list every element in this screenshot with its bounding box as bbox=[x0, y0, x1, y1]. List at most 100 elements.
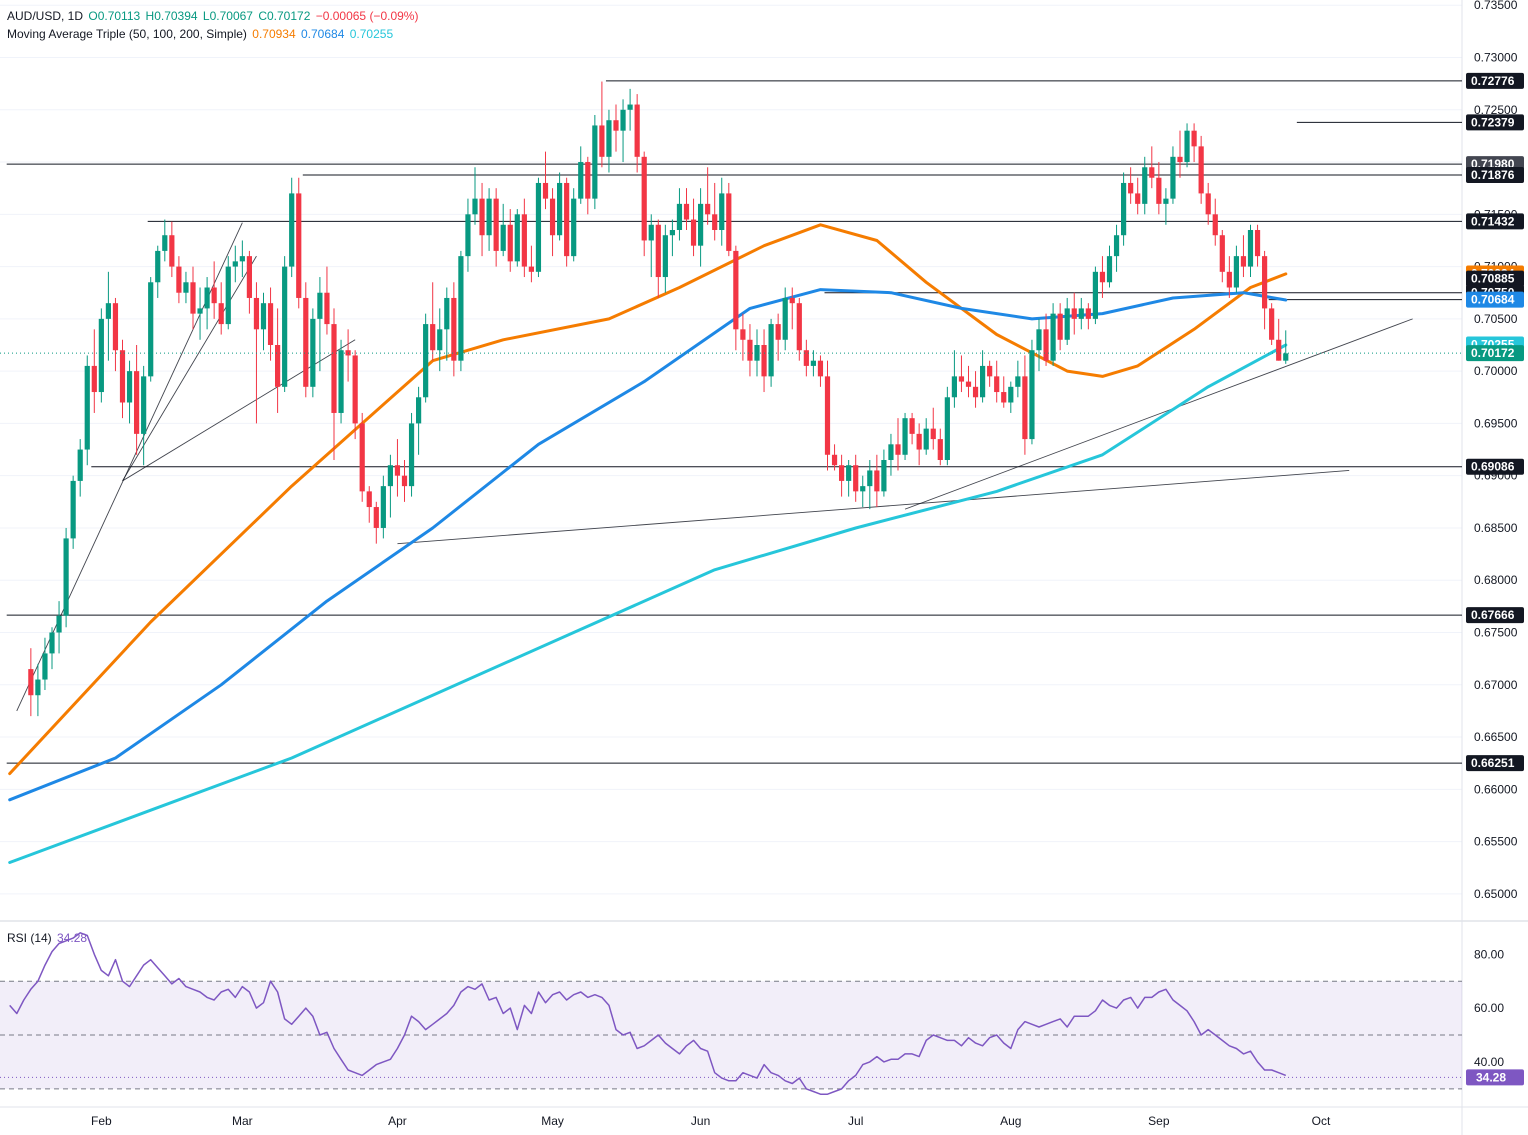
price-tick-label: 0.68000 bbox=[1474, 573, 1518, 587]
candle-body bbox=[430, 324, 436, 351]
candle-body bbox=[218, 303, 224, 325]
candle bbox=[987, 360, 993, 387]
candle bbox=[881, 449, 887, 497]
candle bbox=[690, 198, 697, 257]
candle bbox=[1149, 146, 1155, 189]
candle-body bbox=[662, 235, 668, 278]
candle-body bbox=[444, 297, 450, 330]
price-badge bbox=[1466, 72, 1524, 89]
candle bbox=[70, 475, 76, 549]
candle-body bbox=[817, 360, 824, 377]
candle-body bbox=[451, 297, 457, 361]
candle-body bbox=[1022, 376, 1028, 440]
candle-body bbox=[324, 292, 330, 325]
candle-body bbox=[366, 491, 372, 508]
high-value: H0.70394 bbox=[145, 9, 198, 23]
candle bbox=[740, 313, 746, 361]
time-tick-label: Aug bbox=[1000, 1114, 1021, 1128]
candle bbox=[1262, 250, 1268, 330]
candle-body bbox=[902, 418, 908, 455]
candle-body bbox=[105, 303, 111, 319]
candle-body bbox=[225, 266, 231, 325]
candle-body bbox=[1191, 130, 1197, 147]
candle-body bbox=[958, 376, 965, 382]
candle bbox=[817, 355, 824, 387]
candle-body bbox=[810, 360, 816, 366]
candle-body bbox=[1240, 256, 1247, 267]
candle bbox=[1022, 355, 1028, 455]
candle bbox=[1191, 123, 1197, 163]
candle bbox=[1233, 245, 1239, 293]
candle-body bbox=[585, 162, 591, 199]
candle bbox=[246, 250, 252, 314]
price-badge bbox=[1466, 291, 1524, 308]
candle-body bbox=[359, 423, 365, 492]
candle bbox=[528, 245, 534, 283]
symbol-name[interactable]: AUD/USD, 1D bbox=[7, 9, 84, 23]
candle-body bbox=[260, 303, 267, 330]
candle-body bbox=[549, 198, 556, 236]
candle-body bbox=[789, 297, 795, 304]
candle-body bbox=[564, 182, 570, 257]
candle bbox=[225, 256, 231, 330]
candle-body bbox=[853, 465, 859, 492]
price-badge-label: 0.66251 bbox=[1471, 756, 1515, 770]
time-tick-label: Apr bbox=[388, 1114, 407, 1128]
candle-body bbox=[1163, 198, 1169, 204]
candle bbox=[585, 156, 591, 215]
candle bbox=[1092, 266, 1098, 325]
candle-body bbox=[373, 507, 379, 528]
candle-body bbox=[423, 324, 429, 398]
candle bbox=[190, 266, 196, 330]
symbol-header: AUD/USD, 1D O0.70113 H0.70394 L0.70067 C… bbox=[7, 9, 420, 23]
candle-body bbox=[296, 193, 302, 298]
candle bbox=[972, 371, 979, 408]
candle bbox=[275, 308, 281, 413]
candle bbox=[1177, 130, 1183, 178]
candle-body bbox=[980, 365, 986, 398]
candle-body bbox=[909, 418, 915, 434]
candle bbox=[345, 329, 351, 382]
candle-body bbox=[1085, 308, 1091, 319]
candle bbox=[557, 172, 563, 241]
ma-title[interactable]: Moving Average Triple (50, 100, 200, Sim… bbox=[7, 27, 247, 41]
candle bbox=[542, 151, 549, 210]
price-tick-label: 0.73500 bbox=[1474, 0, 1518, 12]
candle-body bbox=[380, 486, 386, 528]
price-badge-label: 0.69086 bbox=[1471, 460, 1515, 474]
candle-body bbox=[895, 444, 901, 455]
candle-body bbox=[1198, 146, 1204, 194]
candle-body bbox=[1106, 256, 1113, 283]
candle-body bbox=[479, 198, 485, 236]
candle-body bbox=[592, 125, 598, 199]
candle bbox=[705, 167, 711, 225]
candle-body bbox=[1269, 308, 1275, 340]
candle-body bbox=[669, 230, 675, 236]
candle bbox=[1135, 177, 1141, 215]
candle bbox=[733, 245, 739, 351]
candle bbox=[888, 433, 894, 476]
candle bbox=[874, 454, 880, 508]
rsi-title[interactable]: RSI (14) bbox=[7, 931, 52, 945]
ma100-value: 0.70684 bbox=[301, 27, 345, 41]
candle bbox=[1212, 198, 1218, 246]
candle bbox=[1043, 313, 1049, 366]
candle bbox=[634, 94, 640, 173]
candle bbox=[698, 188, 704, 267]
candle bbox=[1099, 256, 1106, 298]
candle-body bbox=[916, 433, 922, 450]
candle-body bbox=[275, 345, 281, 387]
candle-body bbox=[796, 303, 802, 351]
candle-body bbox=[1177, 156, 1183, 163]
candle bbox=[394, 439, 401, 497]
candle bbox=[119, 339, 126, 419]
candle-body bbox=[839, 465, 845, 481]
candle-body bbox=[204, 287, 210, 309]
price-tick-label: 0.65000 bbox=[1474, 887, 1518, 901]
candle bbox=[578, 146, 584, 204]
candle bbox=[1156, 162, 1162, 215]
candle bbox=[627, 88, 633, 131]
candle bbox=[592, 115, 598, 210]
candle bbox=[444, 287, 450, 361]
